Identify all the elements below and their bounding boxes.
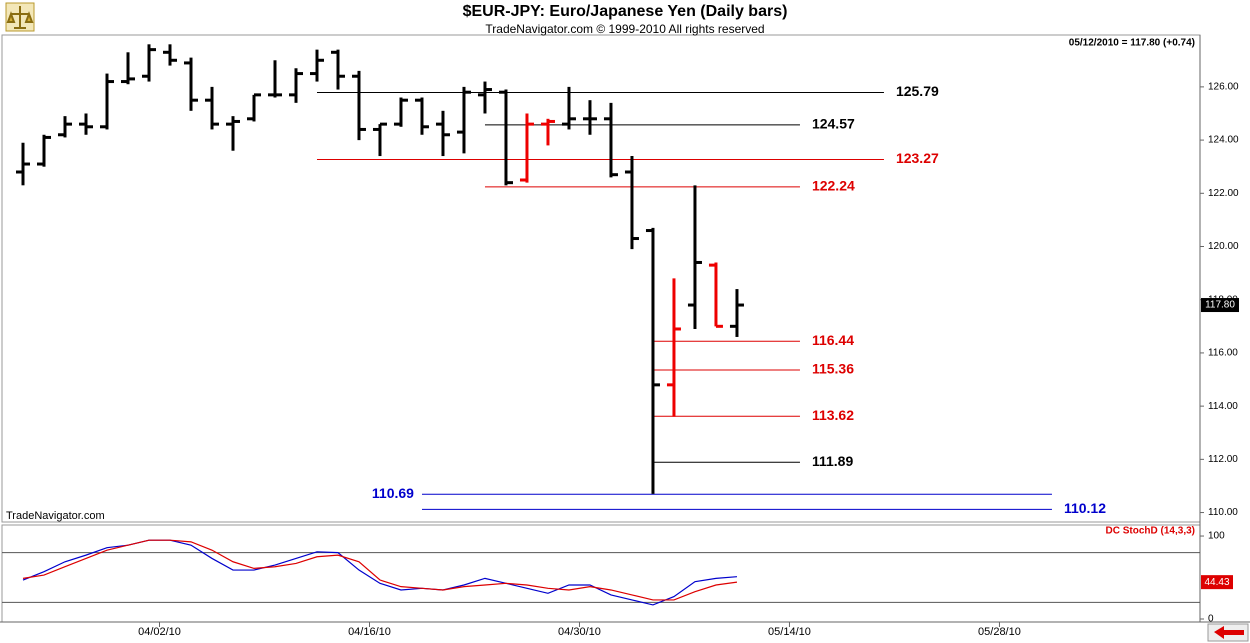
chart-title: $EUR-JPY: Euro/Japanese Yen (Daily bars) (463, 3, 788, 20)
x-tick-label: 04/30/10 (558, 626, 601, 638)
status: 05/12/2010 = 117.80 (+0.74) (1069, 38, 1195, 49)
y-tick-label: 110.00 (1208, 507, 1238, 518)
indicator-title: DC StochD (14,3,3) (1106, 526, 1195, 537)
level-label: 113.62 (812, 407, 854, 423)
y-tick-label: 100 (1208, 531, 1225, 542)
y-tick-label: 116.00 (1208, 348, 1238, 359)
level-label: 122.24 (812, 178, 855, 194)
level-label: 110.12 (1064, 500, 1106, 516)
y-tick-label: 114.00 (1208, 401, 1238, 412)
x-tick-label: 04/16/10 (348, 626, 391, 638)
y-tick-label: 112.00 (1208, 454, 1238, 465)
level-label: 123.27 (896, 150, 939, 166)
x-tick-label: 05/28/10 (978, 626, 1021, 638)
y-tick-label: 0 (1208, 614, 1214, 625)
level-label: 110.69 (372, 485, 414, 501)
y-tick-label: 122.00 (1208, 188, 1239, 199)
level-label: 125.79 (896, 83, 939, 99)
logo (5, 2, 35, 32)
y-tick-label: 126.00 (1208, 82, 1239, 93)
level-label: 116.44 (812, 332, 854, 348)
nav-arrow[interactable] (1207, 623, 1249, 642)
price-marker-label: 117.80 (1205, 300, 1235, 311)
stoch-marker-label: 44.43 (1204, 577, 1229, 588)
subtitle: TradeNavigator.com © 1999-2010 All right… (485, 22, 764, 36)
x-tick-label: 05/14/10 (768, 626, 811, 638)
stoch-line (22, 539, 738, 601)
level-label: 111.89 (812, 453, 853, 469)
price-marker (1201, 298, 1239, 313)
stoch-marker (1201, 575, 1233, 590)
level-label: 124.57 (812, 116, 855, 132)
y-tick-label: 124.00 (1208, 135, 1239, 146)
x-tick-label: 04/02/10 (138, 626, 181, 638)
y-tick-label: 120.00 (1208, 241, 1239, 252)
watermark: TradeNavigator.com (6, 510, 105, 522)
level-label: 115.36 (812, 361, 854, 377)
